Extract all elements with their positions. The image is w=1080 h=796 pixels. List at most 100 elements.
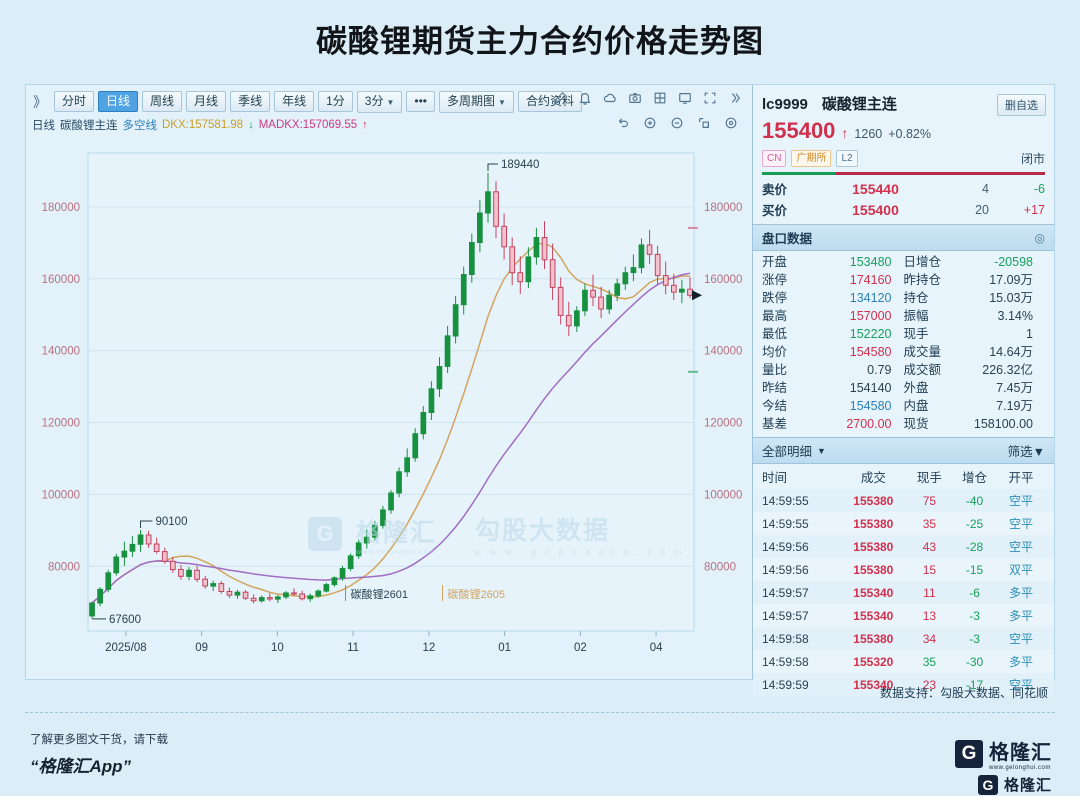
expand-left-icon[interactable]: 》: [33, 93, 47, 110]
svg-text:120000: 120000: [42, 418, 80, 430]
fullscreen-icon[interactable]: [703, 91, 717, 105]
table-row[interactable]: 14:59:58 155380 34 -3 空平: [753, 627, 1054, 650]
table-row[interactable]: 14:59:57 155340 13 -3 多平: [753, 604, 1054, 627]
panel-section-title: 盘口数据: [762, 232, 813, 246]
stat-value: 154580: [849, 345, 892, 359]
svg-text:160000: 160000: [42, 274, 80, 286]
stat-value: 7.19万: [996, 399, 1033, 413]
frame-icon[interactable]: [697, 116, 711, 130]
bell-icon[interactable]: [578, 91, 592, 105]
svg-text:碳酸锂2601: 碳酸锂2601: [351, 587, 408, 601]
stat-key: 昨结: [762, 381, 788, 395]
tick-detail-table: 时间 成交 现手 增仓 开平 14:59:55 155380 75 -40 空平…: [753, 464, 1054, 696]
svg-text:04: 04: [650, 642, 663, 654]
cell-price: 155380: [853, 516, 894, 531]
period-button-3min[interactable]: 3分 ▼: [356, 90, 403, 113]
period-toolbar: 》 分时 日线 周线 月线 季线 年线 1分 3分 ▼ ••• 多周期图 ▼ 合约资…: [26, 85, 752, 115]
bid-row: 买价 155400 20 +17: [753, 199, 1054, 220]
copy-icon[interactable]: [653, 91, 667, 105]
stat-row: 均价 154580 成交量 14.64万: [762, 343, 1045, 361]
gear-icon[interactable]: ◎: [1034, 230, 1045, 245]
period-button-fenshi[interactable]: 分时: [54, 91, 95, 112]
contract-info-button[interactable]: 合约资料: [517, 91, 582, 112]
table-row[interactable]: 14:59:59 155340 23 -17 空平: [753, 673, 1054, 696]
cell-delta: -6: [969, 585, 980, 600]
cloud-icon[interactable]: [603, 91, 617, 105]
table-row[interactable]: 14:59:57 155340 11 -6 多平: [753, 581, 1054, 604]
table-row[interactable]: 14:59:56 155380 15 -15 双平: [753, 558, 1054, 581]
pencil-icon[interactable]: [553, 91, 567, 105]
period-button-jixian[interactable]: 季线: [230, 91, 271, 112]
stat-value: 158100.00: [973, 417, 1033, 431]
period-button-zhouxian[interactable]: 周线: [142, 91, 183, 112]
stat-value: 3.14%: [997, 309, 1033, 323]
cell-time: 14:59:56: [762, 562, 809, 577]
table-row[interactable]: 14:59:56 155380 43 -28 空平: [753, 535, 1054, 558]
stat-row: 量比 0.79 成交额 226.32亿: [762, 361, 1045, 379]
multi-period-chart-button[interactable]: 多周期图 ▼: [439, 90, 514, 113]
stat-key: 昨持仓: [903, 273, 942, 287]
stat-row: 今结 154580 内盘 7.19万: [762, 397, 1045, 415]
period-button-yuexian[interactable]: 月线: [186, 91, 227, 112]
chevron-right-icon[interactable]: [728, 91, 742, 105]
ask-volume: 4: [982, 181, 989, 196]
camera-icon[interactable]: [628, 91, 642, 105]
price-chart[interactable]: 80000 80000 100000 100000 120000 120000 140000…: [26, 139, 752, 679]
remove-watchlist-button[interactable]: 删自选: [997, 94, 1046, 116]
stat-key: 今结: [762, 399, 788, 413]
quote-app-window: 》 分时 日线 周线 月线 季线 年线 1分 3分 ▼ ••• 多周期图 ▼ 合约资…: [25, 84, 1055, 696]
period-button-nianxian[interactable]: 年线: [274, 91, 315, 112]
detail-filter-button[interactable]: 筛选▼: [1008, 441, 1045, 460]
brand-mark-icon: G: [955, 739, 983, 768]
stat-value: 154140: [849, 381, 892, 395]
settings-icon[interactable]: [724, 116, 738, 130]
brand-logo-secondary: G 格隆汇: [977, 774, 1052, 795]
tick-detail-header-row: 时间 成交 现手 增仓 开平: [753, 464, 1054, 489]
arrow-down-icon: ↓: [248, 119, 254, 131]
cell-time: 14:59:59: [762, 677, 809, 692]
stat-row: 开盘 153480 日增仓 -20598: [762, 253, 1045, 271]
stat-key: 现手: [903, 327, 929, 341]
cell-price: 155380: [853, 539, 894, 554]
cell-hand: 13: [922, 608, 937, 623]
stat-row: 涨停 174160 昨持仓 17.09万: [762, 271, 1045, 289]
bid-delta: +17: [1023, 202, 1045, 217]
cell-openclose: 双平: [1009, 563, 1034, 577]
more-periods-button[interactable]: •••: [406, 91, 435, 112]
funnel-icon: ▼: [1032, 445, 1045, 459]
zoom-in-icon[interactable]: [643, 116, 657, 130]
stat-value: 154580: [849, 399, 892, 413]
table-row[interactable]: 14:59:55 155380 35 -25 空平: [753, 512, 1054, 535]
cell-price: 155340: [853, 585, 894, 600]
tag-region: CN: [762, 150, 787, 167]
svg-text:120000: 120000: [704, 418, 742, 430]
zoom-out-icon[interactable]: [670, 116, 684, 130]
table-row[interactable]: 14:59:55 155380 75 -40 空平: [753, 489, 1054, 512]
svg-text:09: 09: [195, 642, 208, 654]
svg-text:80000: 80000: [704, 561, 736, 573]
footer-cta-line2: “格隆汇App”: [30, 757, 132, 776]
chart-tools-row-1: [553, 91, 742, 105]
bid-price: 155400: [852, 201, 899, 218]
cell-price: 155380: [853, 493, 894, 508]
cell-hand: 43: [922, 539, 937, 554]
chevron-down-icon[interactable]: ▼: [817, 445, 826, 456]
table-row[interactable]: 14:59:58 155320 35 -30 多平: [753, 650, 1054, 673]
cell-time: 14:59:55: [762, 493, 809, 508]
period-button-riXian[interactable]: 日线: [98, 91, 139, 112]
svg-text:90100: 90100: [156, 516, 188, 528]
cell-openclose: 多平: [1009, 586, 1034, 600]
chart-tools-row-2: [616, 116, 738, 130]
detail-filter-label[interactable]: 全部明细: [762, 445, 813, 459]
bid-label: 买价: [762, 204, 788, 218]
cell-openclose: 多平: [1009, 609, 1034, 623]
cell-delta: -30: [965, 654, 984, 669]
period-button-1min[interactable]: 1分: [318, 91, 353, 112]
cell-openclose: 多平: [1009, 655, 1034, 669]
ask-delta: -6: [1033, 181, 1045, 196]
undo-icon[interactable]: [616, 116, 630, 130]
cell-price: 155380: [853, 562, 894, 577]
cell-openclose: 空平: [1009, 517, 1034, 531]
monitor-icon[interactable]: [678, 91, 692, 105]
indicator-period: 日线: [32, 120, 55, 132]
